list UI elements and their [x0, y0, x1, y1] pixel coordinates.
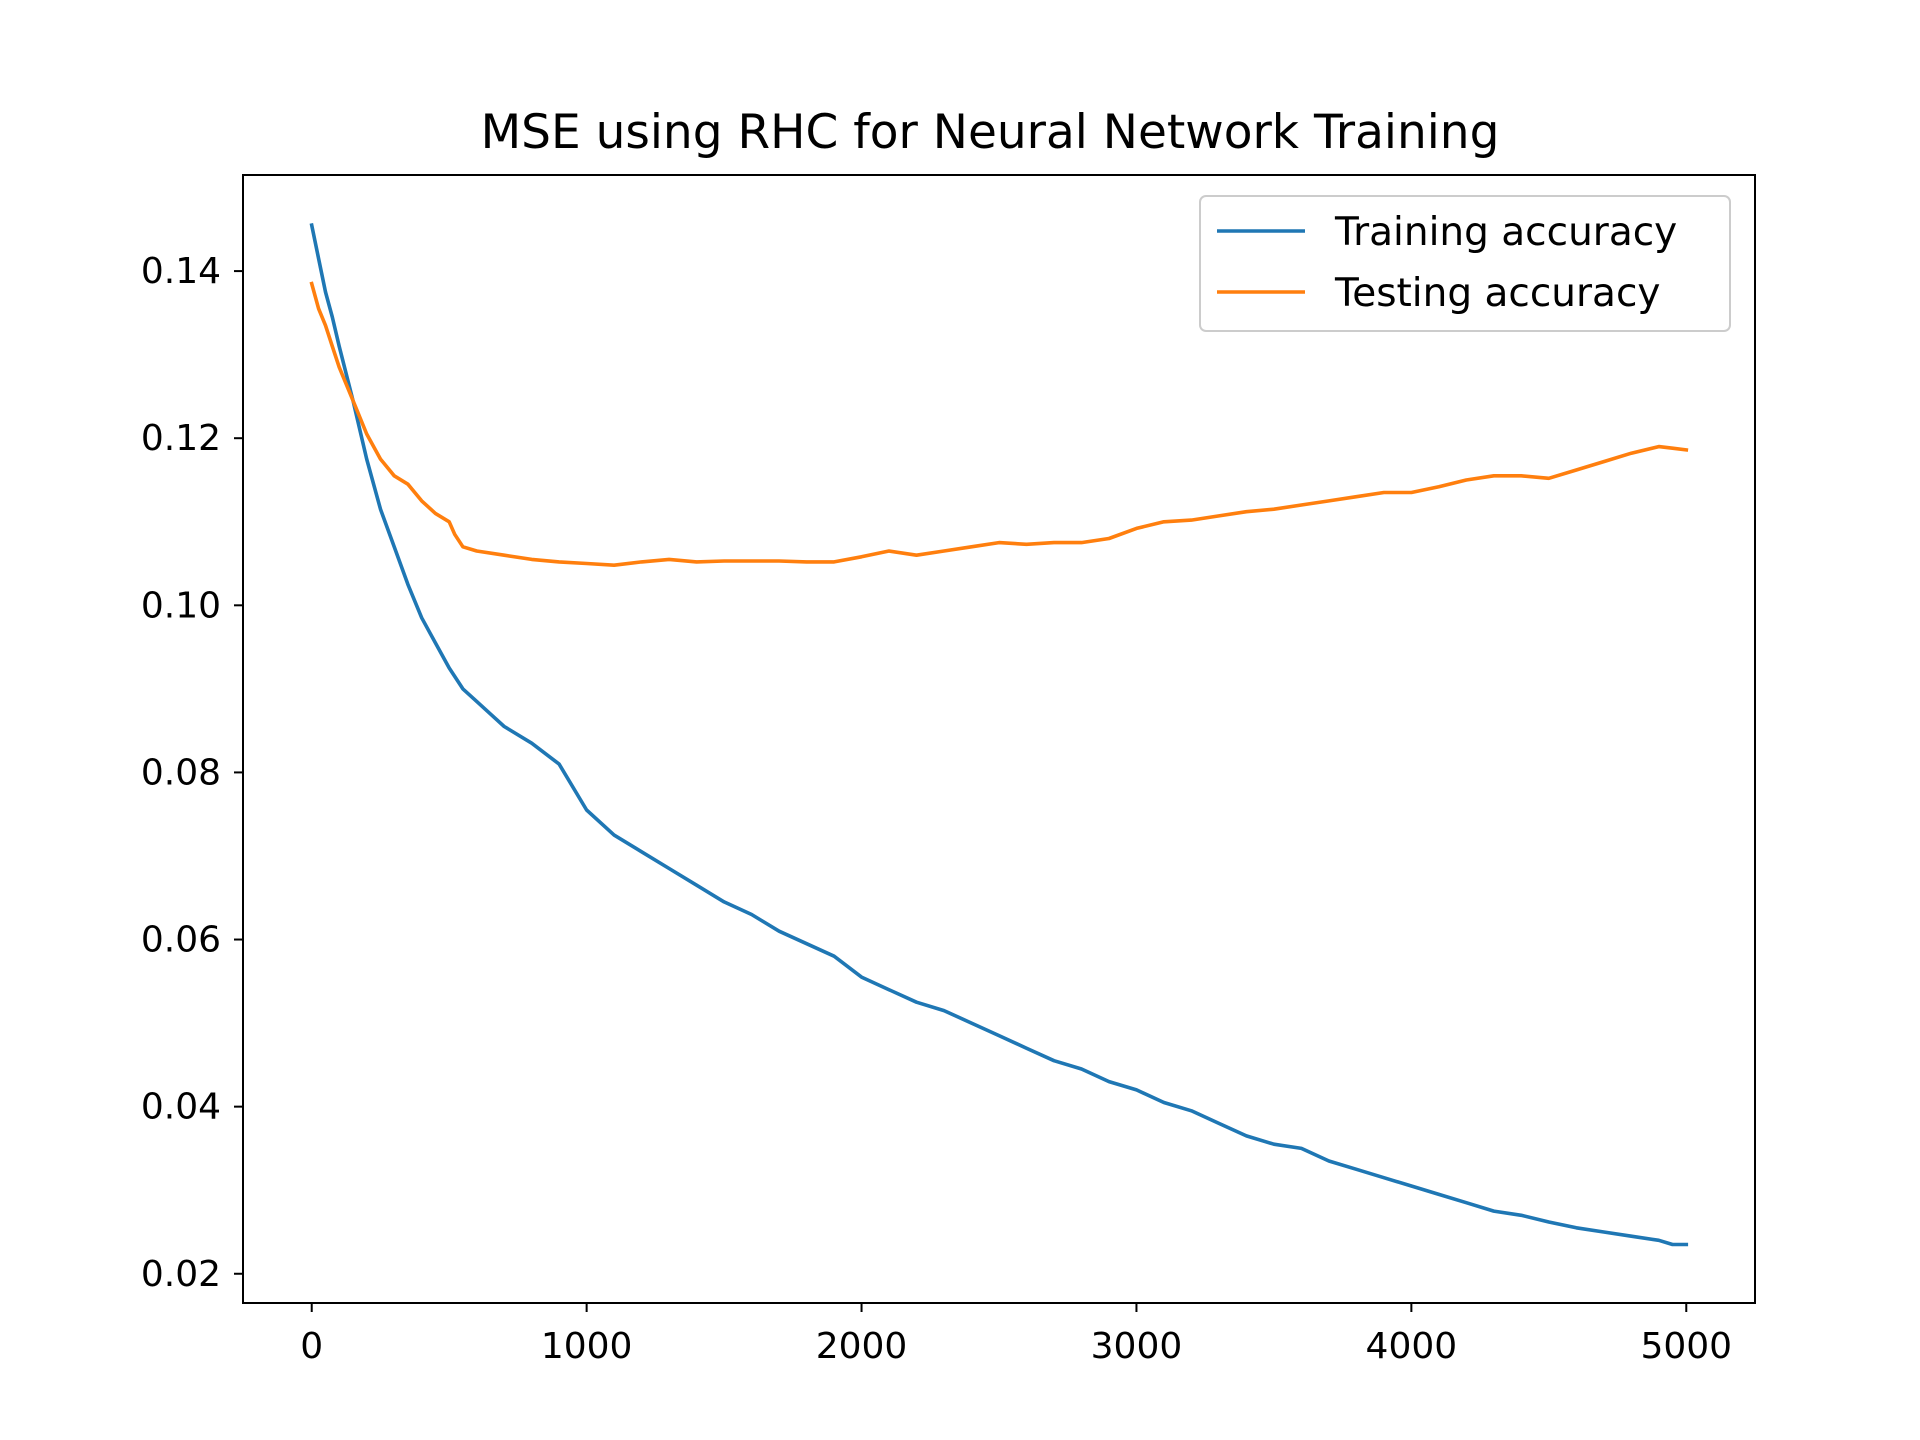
- y-tick-label: 0.10: [141, 585, 221, 626]
- y-tick-label: 0.12: [141, 418, 221, 459]
- legend-box: [1199, 195, 1731, 332]
- y-tick-label: 0.02: [141, 1254, 221, 1295]
- chart-title: MSE using RHC for Neural Network Trainin…: [481, 105, 1500, 160]
- legend-label-1: Training accuracy: [1334, 210, 1677, 255]
- axes-layer: 0 1000 2000 3000 4000 5000 0.02 0.04 0.06 0.08 0.1…: [141, 174, 1756, 1367]
- series-line-1: [309, 222, 1689, 1247]
- series-line-2: [309, 281, 1689, 568]
- y-tick-label: 0.06: [141, 920, 221, 961]
- legend-label-2: Testing accuracy: [1334, 271, 1660, 316]
- x-tick-label: 3000: [1091, 1326, 1183, 1367]
- x-tick-label: 4000: [1366, 1326, 1458, 1367]
- x-tick-label: 2000: [816, 1326, 908, 1367]
- y-tick-label: 0.04: [141, 1087, 221, 1128]
- series-layer: [309, 222, 1689, 1247]
- x-tick-label: 0: [300, 1326, 323, 1367]
- x-tick-label: 5000: [1640, 1326, 1732, 1367]
- plot-frame: [242, 174, 1756, 1304]
- x-tick-label: 1000: [541, 1326, 633, 1367]
- y-tick-label: 0.14: [141, 251, 221, 292]
- legend: Training accuracy Testing accuracy: [1199, 195, 1731, 332]
- y-tick-label: 0.08: [141, 752, 221, 793]
